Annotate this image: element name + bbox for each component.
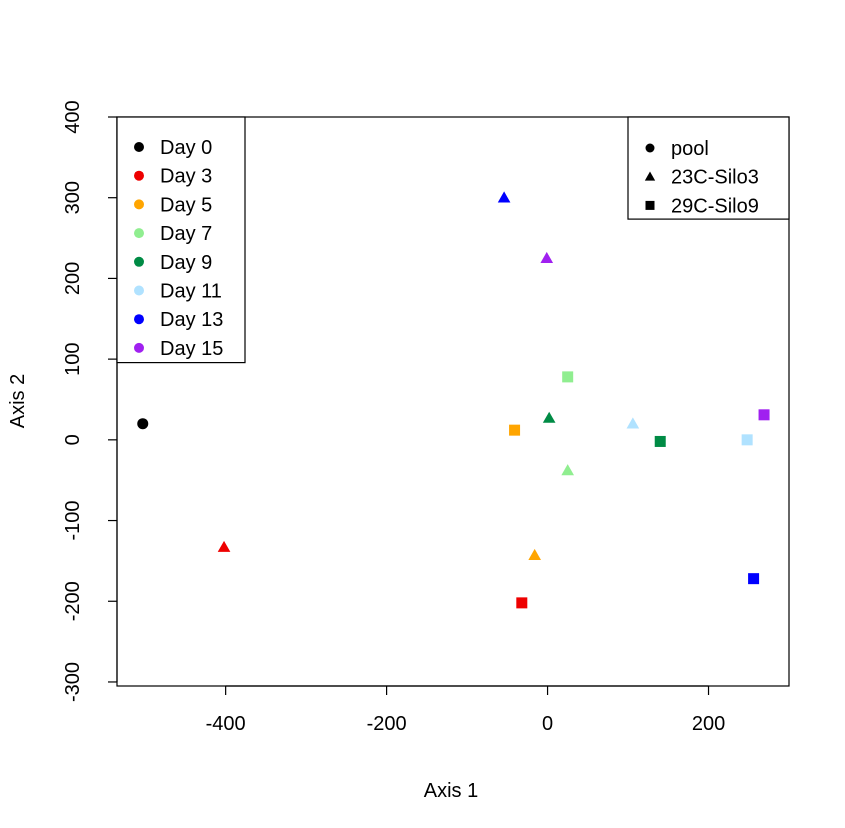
y-tick-label: 300: [62, 181, 84, 214]
data-point: [562, 371, 574, 383]
data-point: [741, 434, 753, 446]
data-points: [137, 191, 770, 609]
x-tick-label: 200: [692, 713, 725, 735]
legend-day-marker: [134, 228, 144, 239]
x-axis-title: Axis 1: [424, 780, 478, 802]
y-axis-title: Axis 2: [7, 374, 29, 428]
legend-day-marker: [134, 285, 144, 296]
y-tick-label: -300: [62, 662, 84, 702]
legend-shape-marker: [645, 143, 655, 153]
data-point: [542, 411, 556, 423]
data-point: [748, 573, 760, 585]
legend-day-label: Day 7: [160, 223, 212, 245]
data-point: [217, 540, 231, 552]
data-point: [758, 409, 770, 421]
y-tick-label: -100: [62, 501, 84, 541]
legend-day-label: Day 15: [160, 338, 223, 360]
legend-day-label: Day 9: [160, 252, 212, 274]
data-point: [561, 464, 575, 476]
x-tick-label: -200: [367, 713, 407, 735]
legend-day-label: Day 11: [160, 281, 222, 303]
y-tick-label: 200: [62, 262, 84, 295]
legend-day-marker: [134, 170, 144, 181]
y-tick-label: -200: [62, 581, 84, 621]
data-point: [528, 548, 542, 560]
y-axis: -300 -200 -100 0 100 200 300 400: [62, 100, 118, 702]
legend-day-marker: [134, 342, 144, 353]
legend-shape-marker: [644, 171, 656, 181]
legend-shape-label: 29C-Silo9: [671, 195, 759, 217]
legend-day-marker: [134, 199, 144, 210]
data-point: [654, 435, 666, 447]
x-tick-label: 0: [542, 713, 553, 735]
legend-shape-marker: [645, 200, 655, 210]
y-tick-label: 100: [62, 342, 84, 375]
legend-shape-label: pool: [671, 138, 709, 160]
legend-day-label: Day 0: [160, 137, 212, 159]
legend-shape-label: 23C-Silo3: [671, 167, 759, 189]
legend-day-marker: [134, 142, 144, 152]
legend-day-marker: [134, 314, 144, 325]
legend-day-label: Day 13: [160, 309, 223, 331]
y-tick-label: 0: [62, 434, 84, 445]
data-point: [626, 417, 640, 429]
data-point: [509, 424, 521, 436]
legend-day-label: Day 3: [160, 166, 212, 188]
legend-shapes-box: [627, 116, 790, 220]
legend-day-label: Day 5: [160, 194, 212, 216]
data-point: [137, 418, 149, 430]
legend-shapes: pool 23C-Silo3 29C-Silo9: [627, 116, 790, 220]
data-point: [516, 597, 528, 609]
data-point: [497, 191, 511, 203]
x-axis: -400 -200 0 200: [206, 685, 725, 735]
legend-day-marker: [134, 256, 144, 267]
data-point: [540, 251, 554, 263]
y-tick-label: 400: [62, 100, 84, 133]
x-tick-label: -400: [206, 713, 246, 735]
legend-days: Day 0 Day 3 Day 5 Day 7 Day 9 Day 11 Day 13 Day…: [116, 116, 246, 364]
